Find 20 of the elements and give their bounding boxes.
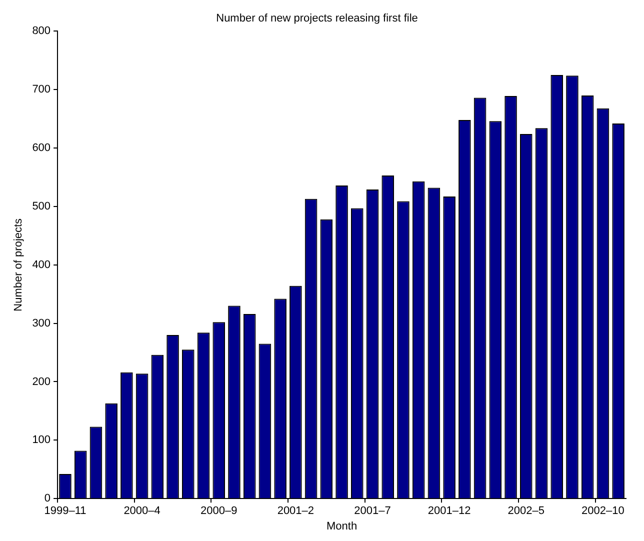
x-tick-label: 2000–9: [200, 505, 238, 518]
y-tick-label: 800: [32, 25, 51, 38]
x-tick-label: 2002–10: [582, 505, 624, 518]
y-axis-title: Number of projects: [12, 218, 25, 312]
y-tick-label: 0: [44, 492, 51, 505]
x-axis-title: Month: [326, 520, 358, 532]
y-tick-label: 400: [32, 258, 51, 271]
y-tick-label: 200: [32, 376, 51, 388]
x-tick-label: 2001–12: [428, 505, 471, 518]
y-tick-label: 100: [32, 434, 51, 446]
chart-title: Number of new projects releasing first file: [216, 12, 418, 25]
y-tick-label: 600: [32, 142, 51, 154]
x-tick-label: 1999–11: [44, 505, 86, 518]
x-tick-label: 2000–4: [124, 505, 160, 518]
x-tick-label: 2002–5: [508, 505, 544, 518]
y-tick-label: 500: [32, 200, 51, 213]
x-tick-label: 2001–7: [354, 505, 391, 518]
x-tick-label: 2001–2: [277, 505, 314, 518]
y-tick-label: 300: [32, 317, 51, 330]
y-tick-label: 700: [32, 84, 51, 96]
